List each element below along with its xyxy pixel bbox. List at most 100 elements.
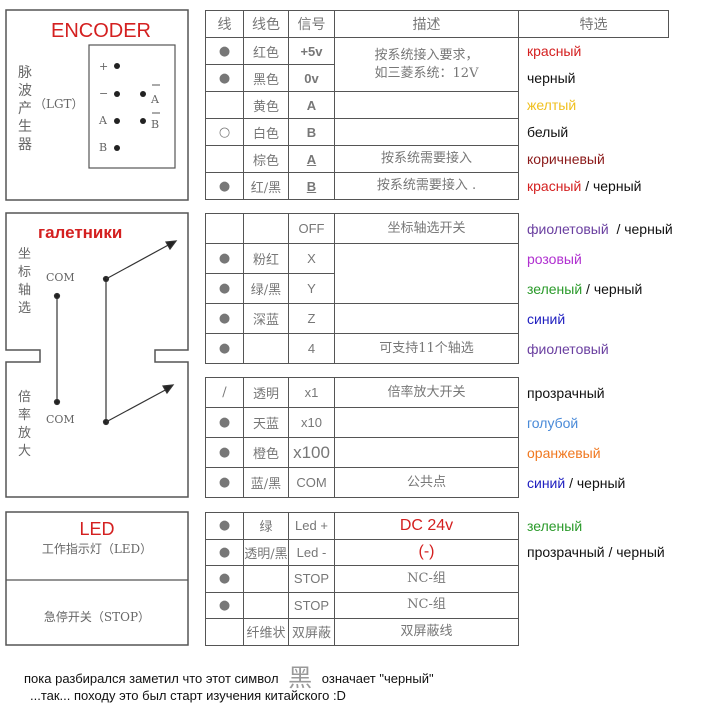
switch-title: галетники [38,223,122,242]
header-signal: 信号 [288,10,335,38]
description [334,243,519,304]
description-line: 按系统需要接入 [380,151,472,166]
table-row: ● 天蓝 x10 голубой [205,407,669,438]
signal-name: x100 [288,437,335,468]
color-ru: красный / черный [518,172,669,200]
mult-label-char: 率 [18,407,31,423]
color-ru-text: розовый [527,250,582,267]
color-ru: красный [518,37,669,65]
signal-name: Led + [288,512,335,540]
encoder-label-char: 波 [18,83,32,99]
color-ru: розовый [517,243,673,274]
table-row: ● 橙色 x100 оранжевый [205,437,669,468]
description-line: 可支持11个轴选 [379,340,474,356]
wire-marker: ● [205,512,244,540]
table-row: ● 黑色 0v черный [205,64,669,92]
led-label: 工作指示灯（LED） [42,541,152,556]
color-ru-text: зеленый [527,280,583,297]
description-line: 倍率放大开关 [387,384,466,400]
wire-color-cn: 透明 [243,377,289,408]
table-row: 纤维状 双屏蔽 双屏蔽线 [205,618,669,646]
color-ru: фиолетовый / черный [517,213,673,244]
wire-color-cn: 棕色 [243,145,289,173]
signal-name: 0v [288,64,335,92]
color-ru-text: / черный [565,474,626,491]
color-ru-text: / черный [582,280,643,297]
color-ru-text: / черный [608,220,673,237]
signal-name: x1 [288,377,335,408]
encoder-title: ENCODER [51,20,151,42]
color-ru [518,565,669,592]
description [334,303,519,334]
description-line: 如三菱系统：12V [374,65,479,81]
description [334,118,519,146]
wire-marker: ● [205,303,244,334]
description-line: 按系统需要接入 . [376,178,477,193]
pin-label: + [99,60,108,73]
signal-name: A [288,91,335,119]
wire-color-cn: 天蓝 [243,407,289,438]
encoder-label-char: 产 [18,101,32,117]
description: 公共点 [334,467,519,498]
wire-color-cn: 纤维状 [243,618,289,646]
wire-marker [205,91,244,119]
pin-label: B [99,141,107,154]
color-ru-text: голубой [527,414,579,431]
description: (-) [334,538,519,566]
encoder-panel: ENCODER 脉 波 产 生 器 （LGT） + − A B A B [5,9,189,201]
encoder-label-char: 脉 [18,65,32,81]
color-ru-text: / черный [581,178,642,194]
wiring-table: ● 绿 Led + DC 24v зеленый ● 透明/黑 Led - (-) прозрач… [205,512,669,646]
color-ru-text: белый [527,124,569,140]
axis-label-char: 轴 [18,283,31,298]
note-line-2: ...так... походу это был старт изучения … [30,688,346,703]
header-wire: 线 [205,10,244,38]
note-line-1: пока разбирался заметил что этот символ … [24,658,434,693]
encoder-lgt-label: （LGT） [34,97,84,111]
pin-label: B [151,118,159,131]
color-ru-text: зеленый [527,517,583,534]
signal-name: B [288,172,335,200]
signal-name: 双屏蔽 [288,618,335,646]
wire-marker: ● [205,172,244,200]
color-ru: коричневый [518,145,669,173]
wire-marker: ● [205,538,244,566]
description: 可支持11个轴选 [334,333,519,364]
wire-marker: ● [205,591,244,619]
description: 按系统需要接入 [334,145,519,173]
signal-name: Y [288,273,335,304]
header-color: 线色 [243,10,289,38]
wire-marker: ● [205,565,244,593]
description: NC-组 [334,591,519,619]
wire-color-cn [243,333,289,364]
axis-label-char: 标 [18,265,31,280]
color-ru: синий [517,303,673,334]
table-row: ● 透明/黑 Led - (-) прозрачный / черный [205,538,669,566]
signal-name: COM [288,467,335,498]
color-ru: синий / черный [518,467,669,498]
signal-name: Z [288,303,335,334]
color-ru: оранжевый [518,437,669,468]
description-line: 坐标轴选开关 [387,220,466,236]
left-diagram-panels: ENCODER 脉 波 产 生 器 （LGT） + − A B A B гале… [5,9,189,646]
signal-name: B [288,118,335,146]
color-ru-text: фиолетовый [527,220,609,237]
table-row: ● 蓝/黑 COM 公共点 синий / черный [205,467,669,498]
mult-label-char: 放 [18,426,31,441]
table-row: ● 绿 Led + DC 24v зеленый [205,512,669,540]
wiring-table: 线线色 信号 描述 特选 ● 红色 +5v 按系统接入要求， 如三菱系统：12V красный ●… [205,10,669,200]
wire-color-cn: 红/黑 [243,172,289,200]
color-ru: прозрачный [518,377,669,408]
description-line: NC-组 [407,597,446,613]
table-row: ● 4 可支持11个轴选 фиолетовый [205,333,673,364]
description-line: DC 24v [399,516,454,534]
signal-name: +5v [288,37,335,65]
wire-marker: ● [205,437,244,468]
color-ru: белый [518,118,669,146]
connector-box [88,44,176,169]
header-option: 特选 [518,10,669,38]
color-ru: зеленый [518,512,669,539]
color-ru-text: коричневый [527,151,605,167]
